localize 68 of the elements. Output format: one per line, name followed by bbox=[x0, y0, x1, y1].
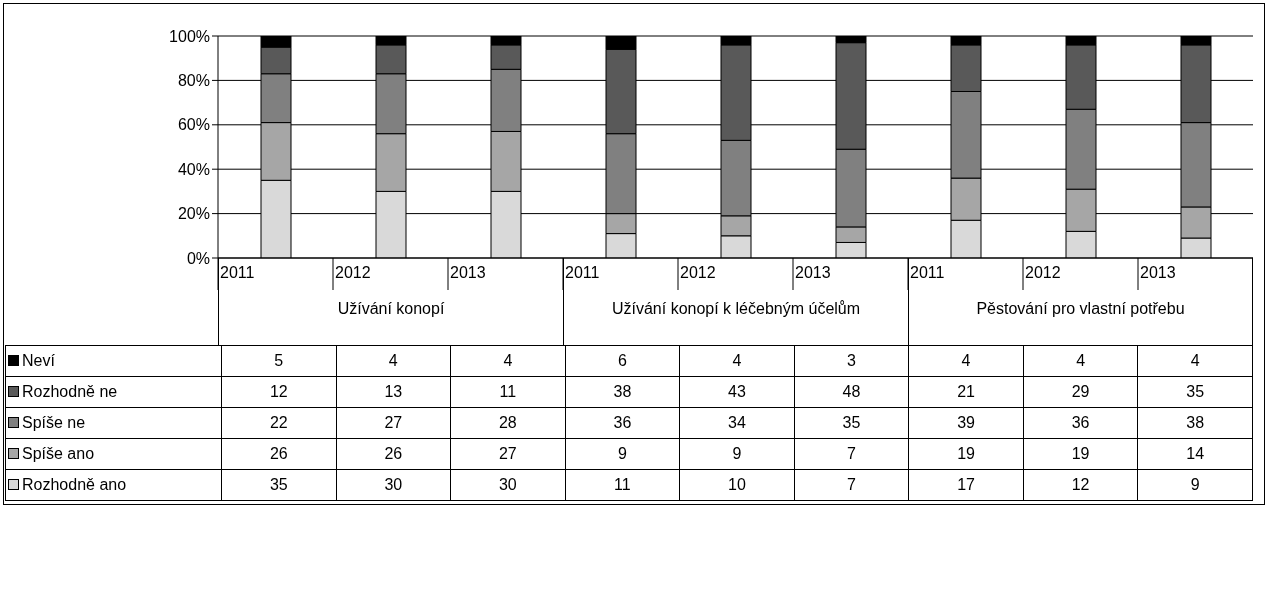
y-tick-label: 40% bbox=[177, 160, 210, 178]
data-label: 14 bbox=[1137, 438, 1253, 470]
data-label: 30 bbox=[450, 469, 566, 501]
y-tick-label: 80% bbox=[177, 72, 210, 90]
data-label: 6 bbox=[565, 345, 680, 377]
y-tick-label: 20% bbox=[177, 205, 210, 223]
data-label: 7 bbox=[794, 438, 909, 470]
data-label: 19 bbox=[1023, 438, 1138, 470]
legend-label: Spíše ano bbox=[5, 438, 222, 470]
legend-label: Spíše ne bbox=[5, 407, 222, 439]
data-label: 9 bbox=[1137, 469, 1253, 501]
data-label: 36 bbox=[1023, 407, 1138, 439]
data-label: 19 bbox=[908, 438, 1024, 470]
data-label: 21 bbox=[908, 376, 1024, 408]
text: Pěstování pro vlastní potřebu bbox=[976, 300, 1185, 317]
x-tick-label: 2012 bbox=[1025, 264, 1061, 281]
data-label: 38 bbox=[1137, 407, 1253, 439]
data-label: 13 bbox=[336, 376, 451, 408]
data-label: 28 bbox=[450, 407, 566, 439]
data-label: 22 bbox=[221, 407, 337, 439]
x-tick-label: 2013 bbox=[1140, 264, 1176, 281]
legend-label: Neví bbox=[5, 345, 222, 377]
data-label: 26 bbox=[221, 438, 337, 470]
data-label: 4 bbox=[450, 345, 566, 377]
data-label: 30 bbox=[336, 469, 451, 501]
data-label: 5 bbox=[221, 345, 337, 377]
data-label: 7 bbox=[794, 469, 909, 501]
data-label: 35 bbox=[221, 469, 337, 501]
data-label: 29 bbox=[1023, 376, 1138, 408]
x-tick-label: 2013 bbox=[795, 264, 831, 281]
text: Užívání konopí bbox=[337, 300, 445, 317]
x-tick-label: 2012 bbox=[680, 264, 716, 281]
data-label: 36 bbox=[565, 407, 680, 439]
data-label: 26 bbox=[336, 438, 451, 470]
text: Užívání konopí k léčebným účelům bbox=[611, 300, 861, 317]
x-tick-label: 2012 bbox=[335, 264, 371, 281]
data-label: 11 bbox=[565, 469, 680, 501]
data-label: 10 bbox=[679, 469, 795, 501]
data-label: 35 bbox=[794, 407, 909, 439]
legend-label: Rozhodně ne bbox=[5, 376, 222, 408]
y-tick-label: 60% bbox=[177, 116, 210, 134]
y-tick-label: 100% bbox=[169, 27, 210, 45]
data-label: 35 bbox=[1137, 376, 1253, 408]
data-label: 4 bbox=[1023, 345, 1138, 377]
data-label: 12 bbox=[1023, 469, 1138, 501]
x-tick-label: 2011 bbox=[220, 264, 255, 281]
data-label: 17 bbox=[908, 469, 1024, 501]
data-label: 43 bbox=[679, 376, 795, 408]
data-label: 4 bbox=[336, 345, 451, 377]
y-tick-label: 0% bbox=[186, 249, 210, 267]
data-label: 39 bbox=[908, 407, 1024, 439]
data-label: 34 bbox=[679, 407, 795, 439]
data-label: 9 bbox=[565, 438, 680, 470]
x-tick-label: 2011 bbox=[910, 264, 945, 281]
data-label: 27 bbox=[450, 438, 566, 470]
data-label: 12 bbox=[221, 376, 337, 408]
data-label: 38 bbox=[565, 376, 680, 408]
data-label: 4 bbox=[1137, 345, 1253, 377]
data-label: 3 bbox=[794, 345, 909, 377]
data-label: 9 bbox=[679, 438, 795, 470]
data-label: 4 bbox=[679, 345, 795, 377]
data-label: 11 bbox=[450, 376, 566, 408]
data-label: 4 bbox=[908, 345, 1024, 377]
data-label: 27 bbox=[336, 407, 451, 439]
x-tick-label: 2011 bbox=[565, 264, 600, 281]
legend-label: Rozhodně ano bbox=[5, 469, 222, 501]
data-label: 48 bbox=[794, 376, 909, 408]
x-tick-label: 2013 bbox=[450, 264, 486, 281]
